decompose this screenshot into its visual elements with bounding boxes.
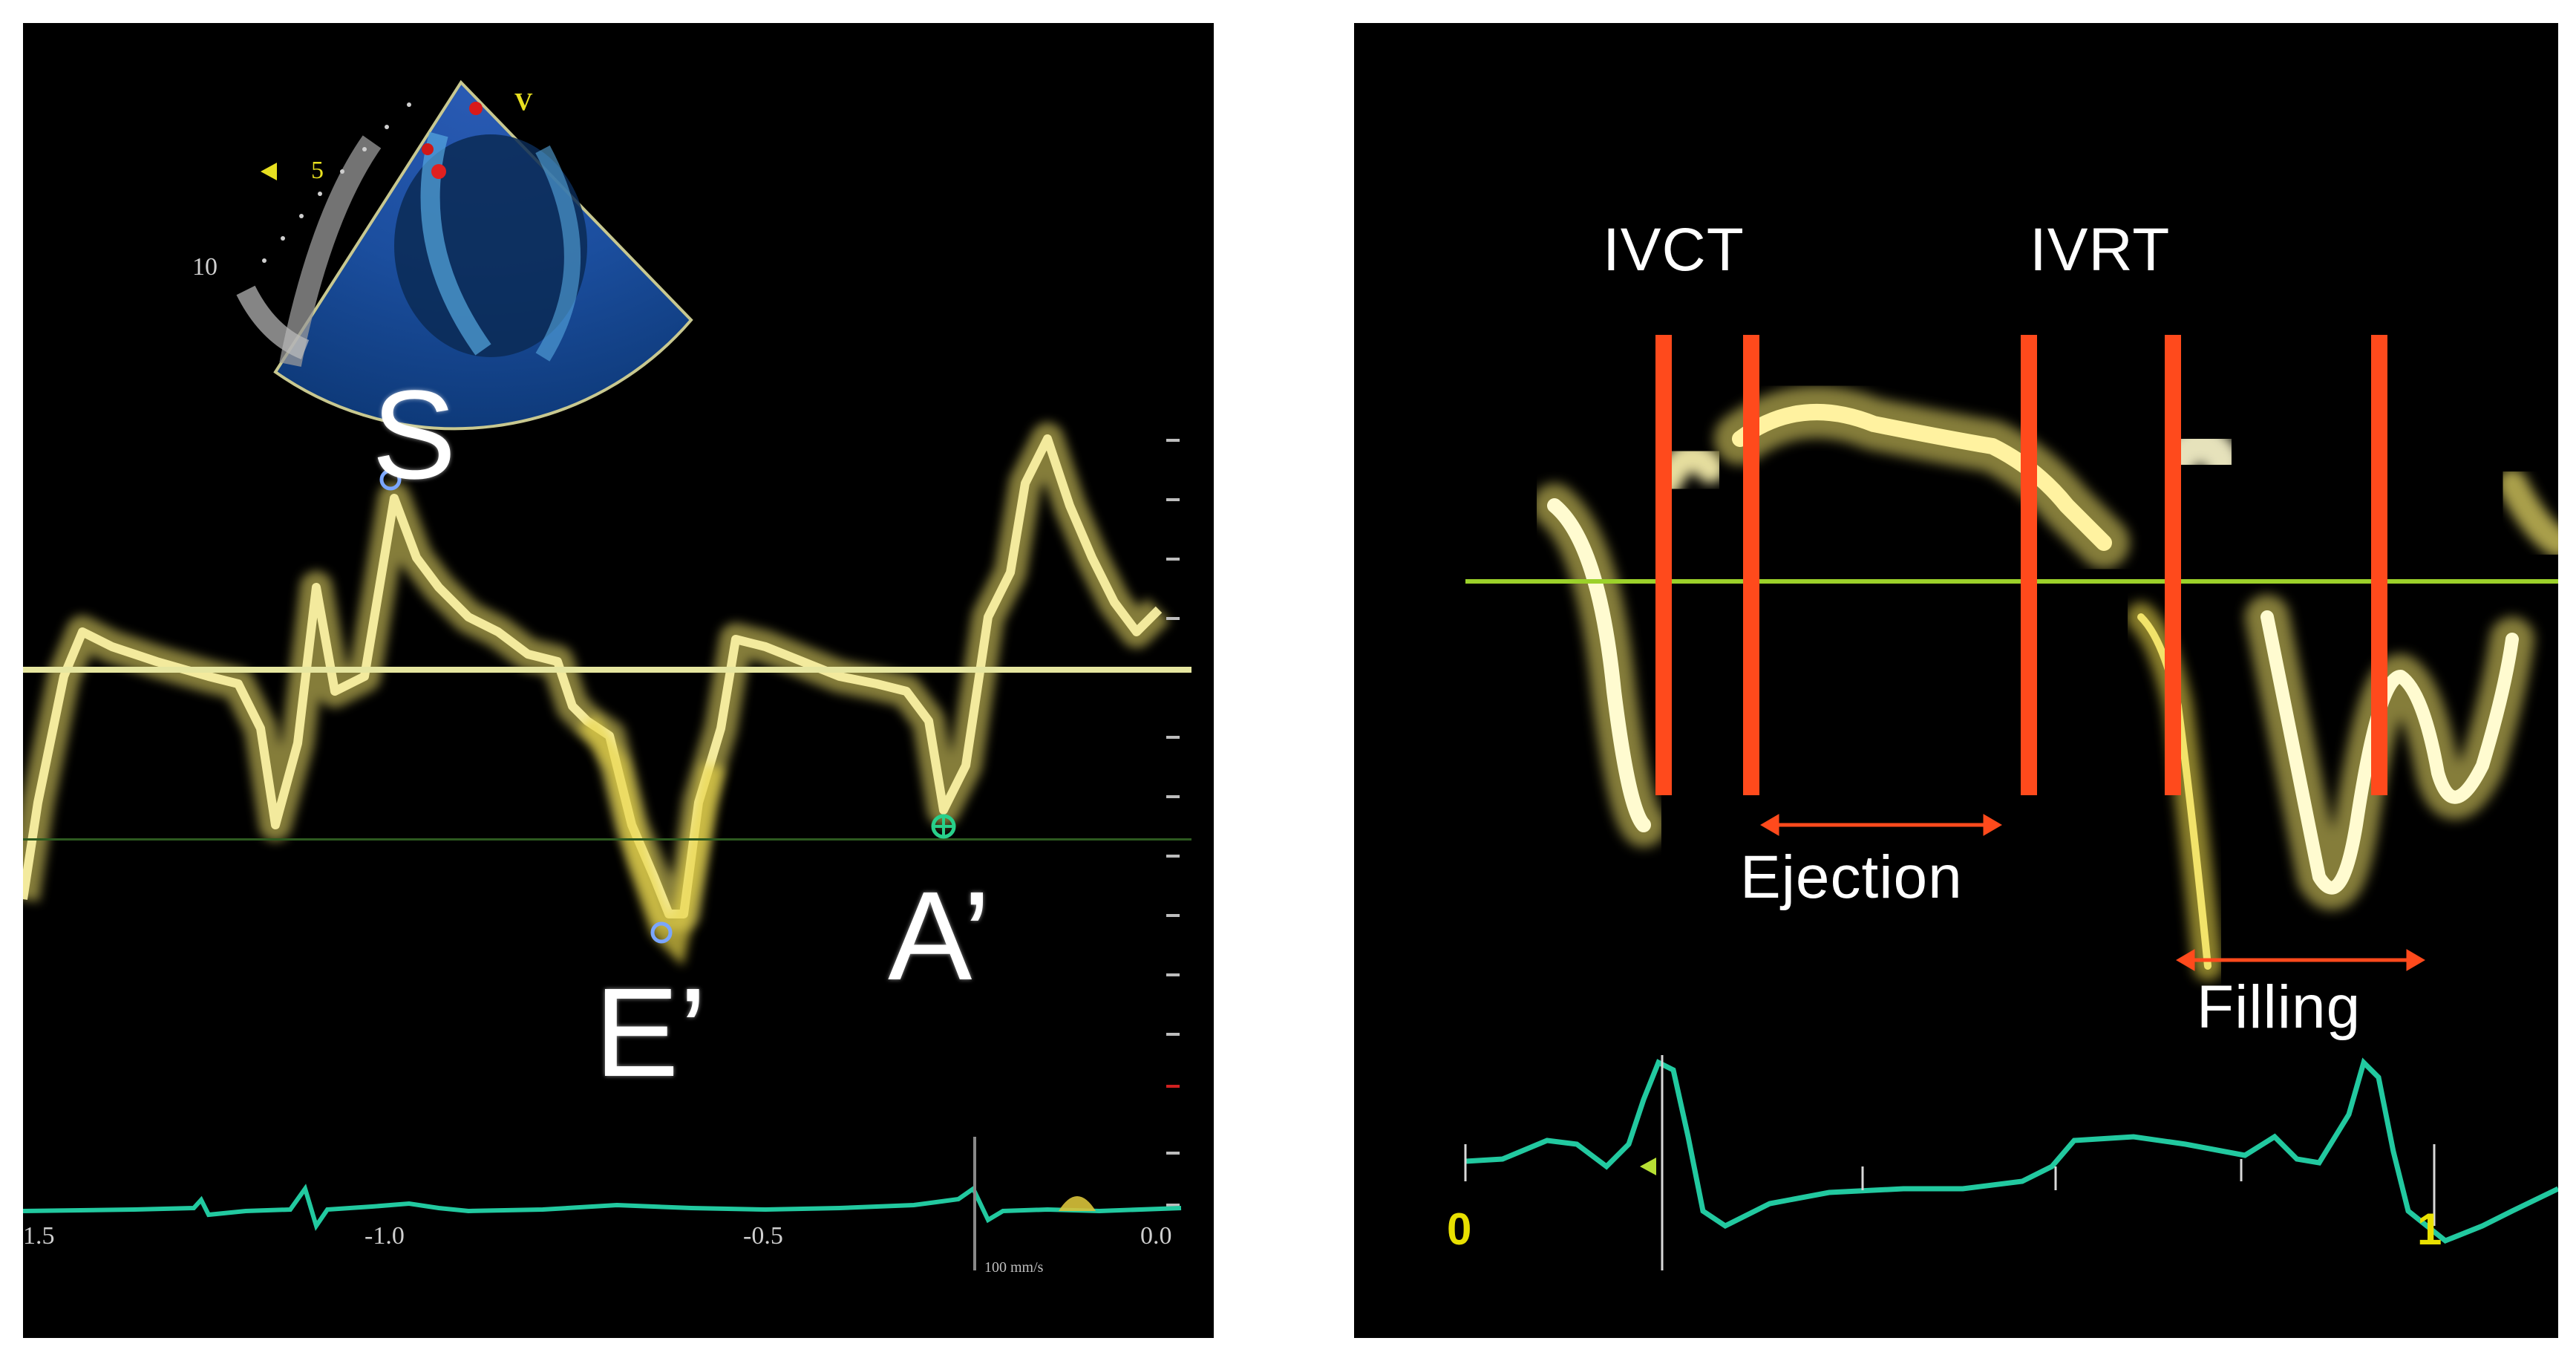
axis-end-label: 1 (2417, 1204, 2442, 1254)
label-ivct: IVCT (1603, 216, 1745, 284)
sector-mark-v: V (514, 88, 533, 116)
x-tick-1: 1.5 (23, 1222, 55, 1250)
label-a-prime: A’ (888, 866, 991, 1007)
label-s-wave: S (372, 365, 457, 506)
filling-arrow (2176, 949, 2425, 971)
timing-intervals-plot (1464, 335, 2558, 1270)
event-markers (1655, 335, 2387, 795)
axis-start-label: 0 (1447, 1204, 1472, 1254)
tissue-doppler-panel: S E’ A’ V 5 10 1.5 -1.0 -0.5 0.0 100 mm/… (23, 23, 1214, 1338)
doppler-baseline (23, 667, 1191, 673)
label-ivrt: IVRT (2030, 216, 2171, 284)
echo-sector-image (236, 79, 693, 431)
peak-marker-e (650, 921, 673, 944)
label-filling: Filling (2197, 973, 2361, 1041)
x-tick-2: -1.0 (365, 1222, 405, 1250)
sector-mark-10: 10 (192, 253, 218, 281)
ecg-trace-left (23, 1184, 1182, 1231)
peak-marker-a (931, 814, 956, 839)
doppler-signal (1532, 386, 2558, 981)
x-tick-3: -0.5 (743, 1222, 783, 1250)
ecg-time-ticks (1464, 1055, 2436, 1270)
label-ejection: Ejection (1740, 843, 1963, 911)
velocity-scale (1166, 439, 1180, 1207)
label-e-prime: E’ (595, 962, 707, 1103)
sweep-speed-label: 100 mm/s (984, 1259, 1044, 1276)
sector-mark-5: 5 (311, 157, 324, 184)
x-tick-4: 0.0 (1140, 1222, 1172, 1250)
timing-intervals-panel: IVCT IVRT Ejection Filling 0 1 (1354, 23, 2558, 1338)
ecg-trace-right (1465, 1057, 2558, 1244)
doppler-baseline-right (1465, 579, 2558, 584)
tissue-doppler-trace (23, 422, 1171, 966)
peak-marker-s (379, 469, 402, 491)
tissue-doppler-plot (23, 79, 1191, 1270)
ejection-arrow (1760, 814, 2002, 836)
